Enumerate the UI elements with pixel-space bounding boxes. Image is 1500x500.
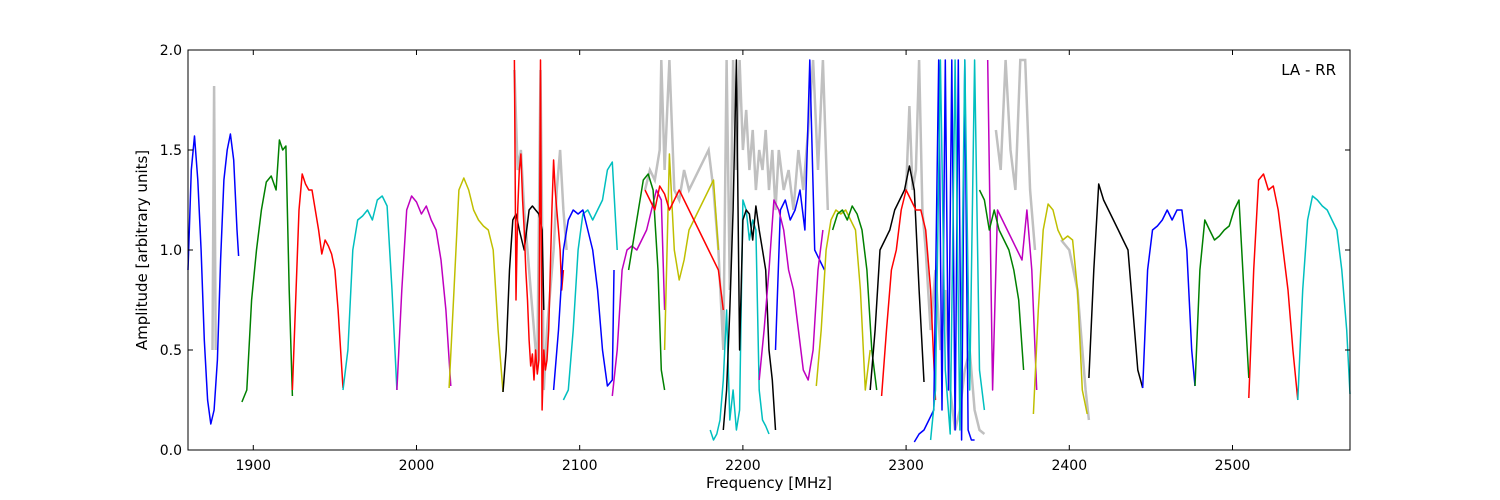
series-layer	[187, 59, 1351, 443]
series-line-16	[774, 59, 826, 351]
series-line-21	[880, 189, 937, 401]
series-line-9	[552, 209, 615, 391]
series-line-31	[1297, 195, 1351, 401]
series-line-7	[513, 59, 565, 411]
series-line-28	[1141, 209, 1196, 389]
y-tick-label: 0.5	[160, 343, 182, 359]
y-tick-label: 2.0	[160, 43, 182, 59]
x-tick-label: 2000	[399, 458, 435, 474]
x-axis-label: Frequency [MHz]	[706, 474, 832, 492]
x-tick-label: 2100	[562, 458, 598, 474]
series-line-1	[241, 139, 294, 403]
series-line-14	[709, 199, 770, 441]
y-tick-label: 1.5	[160, 143, 182, 159]
series-line-24	[986, 59, 1038, 391]
series-line-4	[396, 195, 452, 391]
y-tick-label: 0.0	[160, 443, 182, 459]
background-series-0	[211, 85, 217, 351]
series-line-5	[448, 177, 504, 393]
series-line-27	[1088, 183, 1144, 389]
series-line-2	[291, 173, 344, 391]
series-line-10	[611, 189, 666, 397]
y-axis-label: Amplitude [arbitrary units]	[133, 150, 151, 350]
x-tick-label: 1900	[235, 458, 271, 474]
series-line-8	[562, 161, 618, 401]
series-line-17	[758, 199, 824, 381]
x-tick-label: 2300	[888, 458, 924, 474]
series-line-20	[869, 165, 925, 391]
y-axis-ticks: 0.0 0.5 1.0 1.5 2.0	[160, 43, 1350, 459]
series-line-25	[978, 189, 1025, 371]
series-line-3	[342, 195, 398, 391]
y-tick-label: 1.0	[160, 243, 182, 259]
series-line-23	[929, 59, 986, 441]
series-line-19	[831, 205, 878, 391]
chart-annotation: LA - RR	[1281, 61, 1336, 79]
x-tick-label: 2200	[725, 458, 761, 474]
x-tick-label: 2400	[1051, 458, 1087, 474]
series-line-30	[1248, 173, 1299, 401]
series-line-13	[644, 185, 725, 311]
series-line-11	[627, 173, 666, 391]
plot-frame	[187, 49, 1351, 451]
background-series-4	[994, 58, 1037, 251]
x-tick-label: 2500	[1215, 458, 1251, 474]
series-line-6	[502, 205, 545, 393]
series-line-29	[1194, 199, 1250, 387]
series-line-12	[663, 153, 720, 351]
x-axis-ticks: 1900 2000 2100 2200 2300 2400 2500	[235, 50, 1250, 474]
series-line-26	[1032, 203, 1088, 415]
series-line-0	[187, 133, 240, 425]
background-series-2	[643, 59, 830, 351]
